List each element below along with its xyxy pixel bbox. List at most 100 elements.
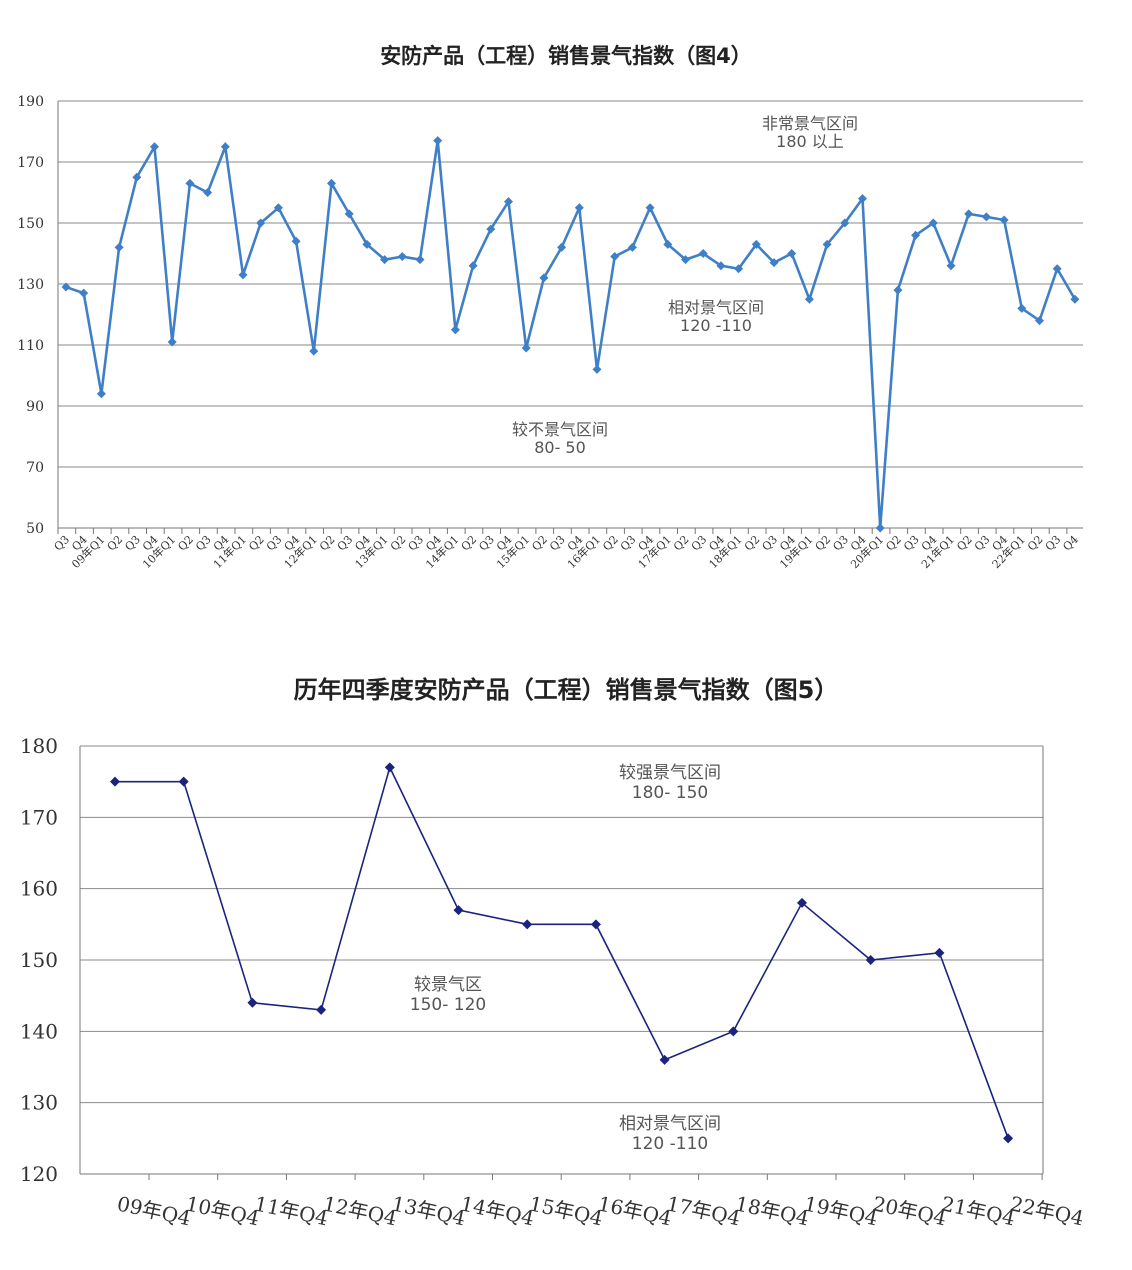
data-point bbox=[858, 194, 867, 204]
zone-annotation: 180- 150 bbox=[632, 783, 708, 803]
data-point bbox=[220, 142, 230, 152]
data-point bbox=[291, 236, 301, 246]
data-point bbox=[840, 218, 850, 228]
data-point bbox=[309, 346, 319, 356]
data-point bbox=[203, 188, 213, 197]
data-point bbox=[521, 343, 531, 353]
data-point bbox=[1052, 264, 1062, 274]
chart-title: 安防产品（工程）销售景气指数（图4） bbox=[380, 44, 752, 68]
data-point bbox=[751, 239, 761, 249]
data-point bbox=[384, 762, 395, 773]
data-point bbox=[380, 255, 390, 265]
data-point bbox=[1070, 294, 1080, 304]
data-point bbox=[415, 255, 425, 265]
x-tick-label: 18年Q4 bbox=[733, 1191, 811, 1230]
data-point bbox=[574, 203, 584, 213]
data-point bbox=[397, 252, 407, 262]
data-point bbox=[273, 203, 283, 213]
chart-title: 历年四季度安防产品（工程）销售景气指数（图5） bbox=[293, 676, 839, 704]
data-point bbox=[1003, 1133, 1014, 1144]
y-tick-label: 90 bbox=[26, 399, 44, 415]
data-point bbox=[728, 1026, 739, 1037]
data-point bbox=[610, 252, 620, 262]
data-point bbox=[822, 239, 832, 249]
data-point bbox=[504, 197, 513, 207]
data-point bbox=[981, 212, 991, 222]
zone-annotation: 相对景气区间 bbox=[668, 298, 764, 317]
data-point bbox=[178, 776, 189, 787]
y-tick-label: 150 bbox=[17, 216, 44, 232]
zone-annotation: 非常景气区间 bbox=[762, 114, 858, 133]
data-point bbox=[1017, 303, 1027, 313]
data-point bbox=[716, 261, 726, 271]
y-tick-label: 50 bbox=[26, 521, 44, 537]
data-point bbox=[539, 273, 549, 283]
data-point bbox=[999, 215, 1009, 225]
data-point bbox=[114, 242, 124, 252]
data-point bbox=[627, 242, 637, 252]
x-tick-label: 19年Q4 bbox=[802, 1191, 880, 1230]
y-tick-label: 180 bbox=[20, 734, 58, 758]
series-line bbox=[115, 765, 1009, 1139]
data-point bbox=[256, 218, 266, 228]
data-point bbox=[893, 285, 903, 295]
x-tick-label: 17年Q4 bbox=[665, 1191, 743, 1230]
data-point bbox=[964, 209, 974, 219]
data-point bbox=[659, 1054, 670, 1065]
x-tick-label: Q4 bbox=[1060, 533, 1081, 554]
x-tick-label: 09年Q4 bbox=[115, 1191, 193, 1230]
x-tick-label: 20年Q4 bbox=[871, 1191, 949, 1230]
data-point bbox=[946, 261, 956, 271]
x-tick-label: 12年Q4 bbox=[321, 1191, 399, 1230]
data-point bbox=[663, 239, 673, 249]
x-tick-label: 22年Q4 bbox=[1008, 1191, 1086, 1230]
y-tick-label: 110 bbox=[17, 338, 44, 354]
data-point bbox=[787, 249, 797, 258]
data-point bbox=[468, 261, 478, 271]
data-point bbox=[150, 142, 159, 152]
y-tick-label: 170 bbox=[17, 155, 44, 171]
data-point bbox=[344, 209, 354, 219]
data-point bbox=[681, 255, 690, 265]
zone-annotation: 180 以上 bbox=[776, 132, 844, 151]
data-point bbox=[132, 172, 142, 182]
data-point bbox=[185, 178, 195, 188]
y-tick-label: 160 bbox=[20, 877, 58, 901]
zone-annotation: 120 -110 bbox=[632, 1134, 708, 1154]
data-point bbox=[433, 136, 443, 146]
chart-fig4-svg: 507090110130150170190Q3Q409年Q1Q2Q3Q410年Q… bbox=[17, 94, 1083, 571]
data-point bbox=[769, 258, 779, 268]
y-tick-label: 130 bbox=[20, 1091, 58, 1115]
data-point bbox=[865, 955, 876, 965]
x-tick-label: 21年Q4 bbox=[939, 1191, 1017, 1230]
x-tick-label: 11年Q4 bbox=[252, 1191, 330, 1230]
data-point bbox=[522, 919, 533, 930]
zone-annotation: 相对景气区间 bbox=[619, 1114, 721, 1134]
y-tick-label: 170 bbox=[20, 805, 58, 829]
data-point bbox=[79, 288, 89, 298]
y-tick-label: 130 bbox=[17, 277, 44, 293]
data-point bbox=[486, 224, 496, 234]
chart-fig5: 历年四季度安防产品（工程）销售景气指数（图5） 120 130 140 150 160 1… bbox=[0, 640, 1132, 1270]
data-point bbox=[327, 178, 336, 188]
data-point bbox=[316, 1004, 327, 1015]
y-tick-label: 120 bbox=[20, 1162, 58, 1186]
data-point bbox=[362, 239, 372, 249]
data-point bbox=[590, 919, 601, 930]
series-line bbox=[65, 140, 1077, 529]
data-point bbox=[61, 282, 71, 292]
x-tick-label: 13年Q4 bbox=[390, 1191, 468, 1230]
y-tick-label: 70 bbox=[26, 460, 44, 476]
zone-annotation: 较景气区 bbox=[414, 975, 482, 995]
data-point bbox=[96, 389, 106, 399]
data-point bbox=[247, 997, 258, 1008]
chart-fig5-svg: 120 130 140 150 160 170 180 09年Q410年Q411年Q412年Q… bbox=[20, 734, 1086, 1230]
x-tick-label: 14年Q4 bbox=[458, 1191, 536, 1230]
x-tick-label: 10年Q4 bbox=[184, 1191, 262, 1230]
x-tick-label: 15年Q4 bbox=[527, 1191, 605, 1230]
zone-annotation: 较强景气区间 bbox=[619, 763, 721, 783]
data-point bbox=[911, 230, 921, 240]
data-point bbox=[934, 947, 945, 958]
zone-annotation: 120 -110 bbox=[680, 316, 752, 335]
data-point bbox=[453, 905, 464, 916]
